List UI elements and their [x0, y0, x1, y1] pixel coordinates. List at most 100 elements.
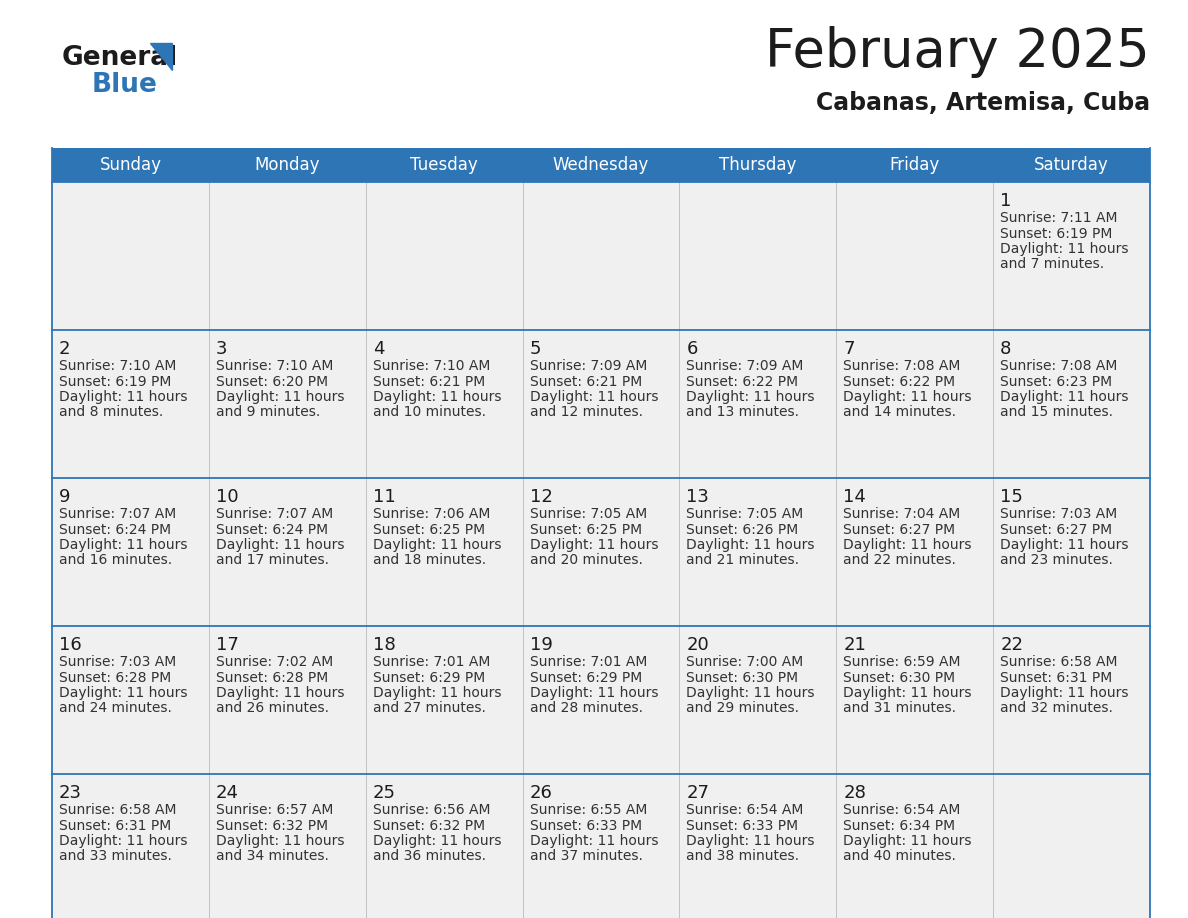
Text: and 22 minutes.: and 22 minutes. [843, 554, 956, 567]
Polygon shape [150, 43, 172, 70]
Text: Monday: Monday [254, 156, 320, 174]
Text: and 34 minutes.: and 34 minutes. [216, 849, 329, 864]
Text: Daylight: 11 hours: Daylight: 11 hours [216, 686, 345, 700]
Text: 12: 12 [530, 488, 552, 506]
Text: and 33 minutes.: and 33 minutes. [59, 849, 172, 864]
Text: Tuesday: Tuesday [410, 156, 478, 174]
Text: Saturday: Saturday [1035, 156, 1108, 174]
Text: Sunrise: 7:03 AM: Sunrise: 7:03 AM [1000, 507, 1118, 521]
Text: Daylight: 11 hours: Daylight: 11 hours [687, 538, 815, 552]
Text: Sunrise: 7:01 AM: Sunrise: 7:01 AM [373, 655, 491, 669]
Text: Sunrise: 6:56 AM: Sunrise: 6:56 AM [373, 803, 491, 817]
Text: Sunset: 6:29 PM: Sunset: 6:29 PM [530, 670, 642, 685]
Text: Sunset: 6:28 PM: Sunset: 6:28 PM [59, 670, 171, 685]
Text: 9: 9 [59, 488, 70, 506]
Text: Sunrise: 7:09 AM: Sunrise: 7:09 AM [687, 359, 804, 373]
Text: and 17 minutes.: and 17 minutes. [216, 554, 329, 567]
Text: Thursday: Thursday [719, 156, 796, 174]
Bar [523, 148, 680, 182]
Text: Sunset: 6:26 PM: Sunset: 6:26 PM [687, 522, 798, 536]
Text: and 36 minutes.: and 36 minutes. [373, 849, 486, 864]
Text: Daylight: 11 hours: Daylight: 11 hours [687, 390, 815, 404]
Text: and 10 minutes.: and 10 minutes. [373, 406, 486, 420]
Text: Sunrise: 6:57 AM: Sunrise: 6:57 AM [216, 803, 333, 817]
Text: and 37 minutes.: and 37 minutes. [530, 849, 643, 864]
Text: 26: 26 [530, 784, 552, 802]
Text: 5: 5 [530, 340, 541, 358]
Text: Daylight: 11 hours: Daylight: 11 hours [687, 834, 815, 848]
Text: Sunrise: 6:54 AM: Sunrise: 6:54 AM [687, 803, 804, 817]
Text: Sunrise: 7:10 AM: Sunrise: 7:10 AM [216, 359, 333, 373]
Text: 28: 28 [843, 784, 866, 802]
Text: 14: 14 [843, 488, 866, 506]
Text: 6: 6 [687, 340, 697, 358]
Text: 15: 15 [1000, 488, 1023, 506]
Text: Daylight: 11 hours: Daylight: 11 hours [373, 834, 501, 848]
Bar [209, 148, 366, 182]
Text: Sunrise: 7:09 AM: Sunrise: 7:09 AM [530, 359, 647, 373]
Text: Sunset: 6:32 PM: Sunset: 6:32 PM [373, 819, 485, 833]
Text: and 20 minutes.: and 20 minutes. [530, 554, 643, 567]
Text: 23: 23 [59, 784, 82, 802]
Bar [836, 148, 993, 182]
Text: Sunset: 6:31 PM: Sunset: 6:31 PM [59, 819, 171, 833]
Bar [52, 182, 1150, 330]
Text: Sunrise: 7:10 AM: Sunrise: 7:10 AM [373, 359, 491, 373]
Text: and 21 minutes.: and 21 minutes. [687, 554, 800, 567]
Text: Sunrise: 7:04 AM: Sunrise: 7:04 AM [843, 507, 961, 521]
Text: Sunrise: 7:07 AM: Sunrise: 7:07 AM [59, 507, 176, 521]
Text: and 9 minutes.: and 9 minutes. [216, 406, 320, 420]
Text: Daylight: 11 hours: Daylight: 11 hours [530, 686, 658, 700]
Text: Sunset: 6:33 PM: Sunset: 6:33 PM [687, 819, 798, 833]
Text: Sunset: 6:21 PM: Sunset: 6:21 PM [373, 375, 485, 388]
Text: and 31 minutes.: and 31 minutes. [843, 701, 956, 715]
Text: and 12 minutes.: and 12 minutes. [530, 406, 643, 420]
Text: 27: 27 [687, 784, 709, 802]
Text: Daylight: 11 hours: Daylight: 11 hours [530, 390, 658, 404]
Text: General: General [62, 45, 178, 71]
Text: Sunrise: 7:05 AM: Sunrise: 7:05 AM [687, 507, 803, 521]
Text: and 13 minutes.: and 13 minutes. [687, 406, 800, 420]
Text: Daylight: 11 hours: Daylight: 11 hours [843, 686, 972, 700]
Text: and 16 minutes.: and 16 minutes. [59, 554, 172, 567]
Text: Sunset: 6:31 PM: Sunset: 6:31 PM [1000, 670, 1112, 685]
Text: Daylight: 11 hours: Daylight: 11 hours [843, 538, 972, 552]
Text: and 8 minutes.: and 8 minutes. [59, 406, 163, 420]
Text: Blue: Blue [91, 72, 158, 98]
Text: Sunset: 6:23 PM: Sunset: 6:23 PM [1000, 375, 1112, 388]
Text: and 28 minutes.: and 28 minutes. [530, 701, 643, 715]
Text: Wednesday: Wednesday [552, 156, 649, 174]
Text: Daylight: 11 hours: Daylight: 11 hours [1000, 242, 1129, 256]
Text: and 18 minutes.: and 18 minutes. [373, 554, 486, 567]
Text: Daylight: 11 hours: Daylight: 11 hours [373, 390, 501, 404]
Text: Sunset: 6:27 PM: Sunset: 6:27 PM [1000, 522, 1112, 536]
Text: Cabanas, Artemisa, Cuba: Cabanas, Artemisa, Cuba [816, 91, 1150, 115]
Text: Friday: Friday [890, 156, 940, 174]
Text: Daylight: 11 hours: Daylight: 11 hours [687, 686, 815, 700]
Text: 16: 16 [59, 636, 82, 654]
Text: and 7 minutes.: and 7 minutes. [1000, 258, 1105, 272]
Text: and 29 minutes.: and 29 minutes. [687, 701, 800, 715]
Text: 17: 17 [216, 636, 239, 654]
Text: Daylight: 11 hours: Daylight: 11 hours [1000, 686, 1129, 700]
Text: Daylight: 11 hours: Daylight: 11 hours [843, 834, 972, 848]
Text: Daylight: 11 hours: Daylight: 11 hours [530, 834, 658, 848]
Text: Sunset: 6:21 PM: Sunset: 6:21 PM [530, 375, 642, 388]
Text: and 38 minutes.: and 38 minutes. [687, 849, 800, 864]
Text: Sunset: 6:25 PM: Sunset: 6:25 PM [530, 522, 642, 536]
Text: 19: 19 [530, 636, 552, 654]
Text: and 32 minutes.: and 32 minutes. [1000, 701, 1113, 715]
Text: Sunset: 6:24 PM: Sunset: 6:24 PM [59, 522, 171, 536]
Text: and 26 minutes.: and 26 minutes. [216, 701, 329, 715]
Text: 18: 18 [373, 636, 396, 654]
Text: Sunrise: 7:06 AM: Sunrise: 7:06 AM [373, 507, 491, 521]
Text: Daylight: 11 hours: Daylight: 11 hours [373, 538, 501, 552]
Text: 25: 25 [373, 784, 396, 802]
Text: 7: 7 [843, 340, 855, 358]
Text: Daylight: 11 hours: Daylight: 11 hours [216, 834, 345, 848]
Text: 21: 21 [843, 636, 866, 654]
Text: February 2025: February 2025 [765, 26, 1150, 78]
Text: Sunrise: 7:08 AM: Sunrise: 7:08 AM [1000, 359, 1118, 373]
Text: Sunset: 6:30 PM: Sunset: 6:30 PM [843, 670, 955, 685]
Bar [52, 626, 1150, 774]
